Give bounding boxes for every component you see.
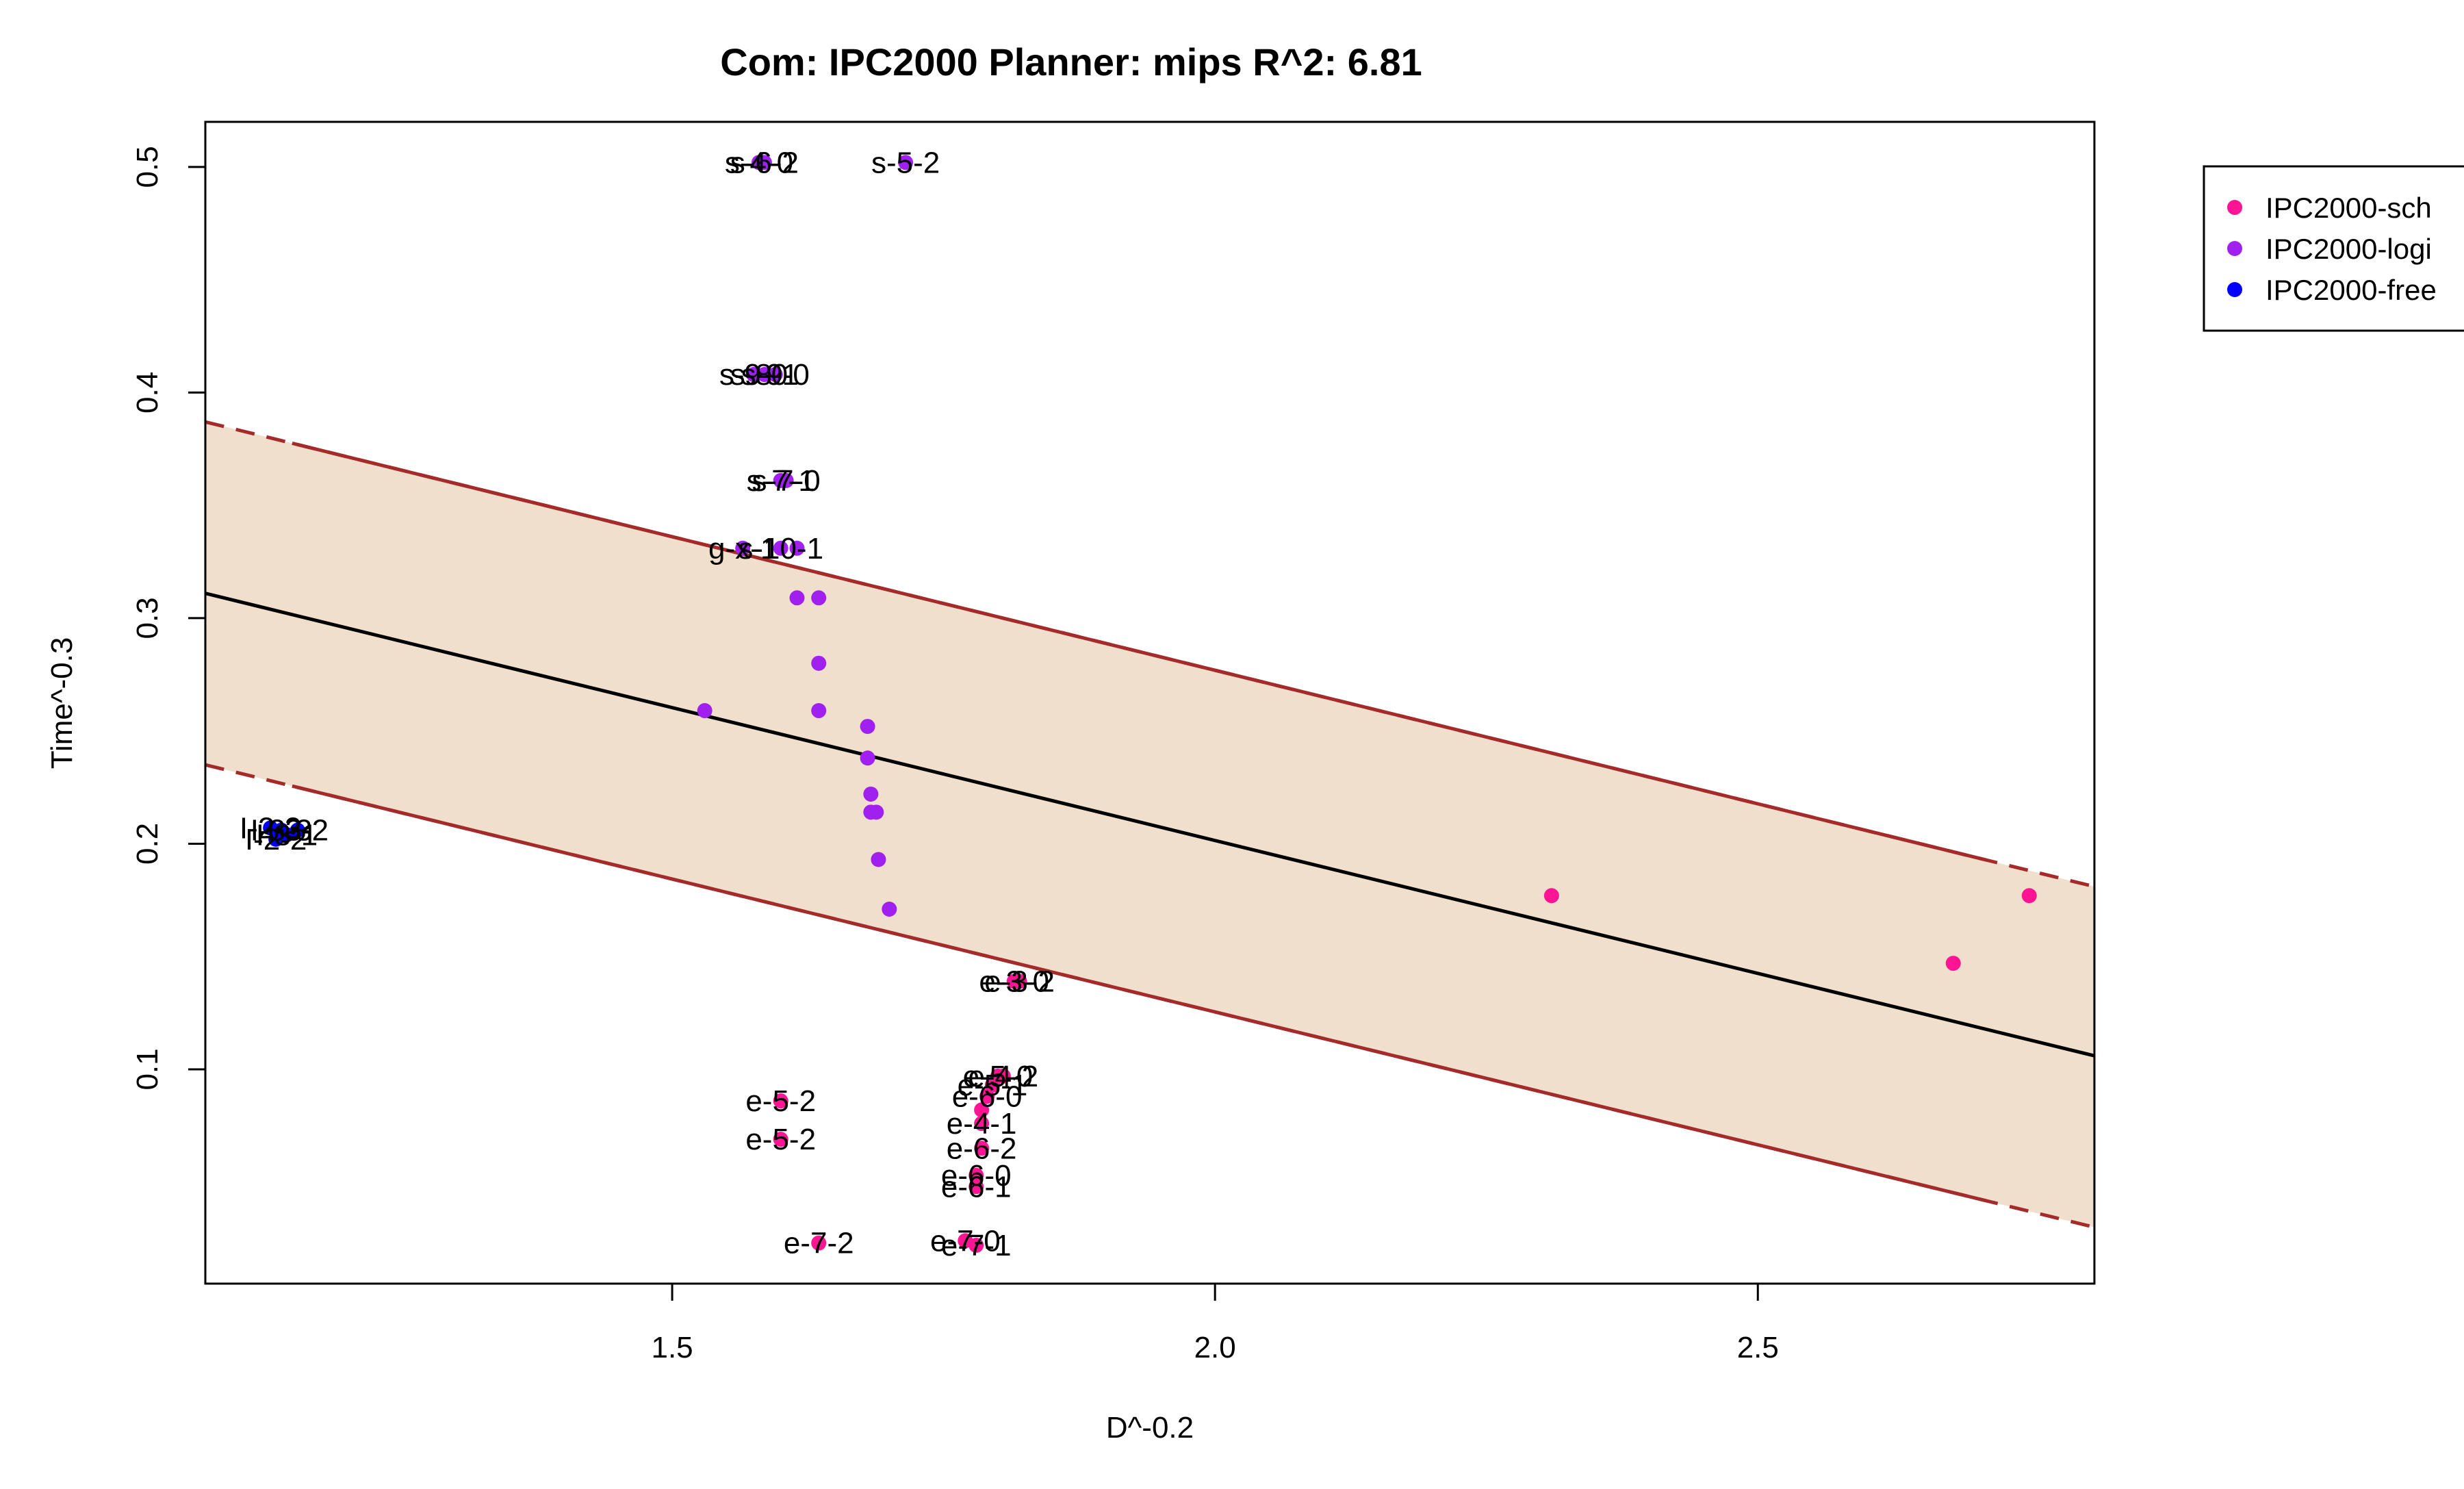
- legend-marker: [2227, 200, 2242, 215]
- data-label: s-4-0: [725, 146, 793, 179]
- data-point: [735, 540, 751, 556]
- fit-line: [205, 591, 2094, 1058]
- data-point: [1945, 956, 1961, 971]
- data-point: [773, 1093, 788, 1109]
- data-point: [979, 1089, 995, 1104]
- data-label: s-7-1: [747, 464, 815, 498]
- data-label: e-5-1: [958, 1069, 1028, 1102]
- data-point: [789, 540, 805, 556]
- data-label: e-5-2: [745, 1123, 816, 1156]
- data-point: [811, 1235, 827, 1251]
- data-point: [860, 750, 875, 766]
- data-point: [290, 822, 305, 838]
- data-point: [968, 1179, 984, 1195]
- data-point: [974, 1102, 990, 1118]
- data-label: e-7-2: [784, 1227, 854, 1260]
- legend-label: IPC2000-logi: [2266, 233, 2432, 265]
- data-point: [968, 1237, 984, 1253]
- data-point: [756, 155, 772, 170]
- data-point: [811, 703, 827, 719]
- data-point: [985, 1078, 1000, 1093]
- data-label: s-9-0: [719, 358, 788, 392]
- data-point: [968, 1167, 984, 1183]
- data-point: [974, 1141, 990, 1156]
- data-point: [811, 655, 827, 671]
- data-point: [863, 786, 879, 802]
- data-point: [1012, 973, 1027, 989]
- data-point: [974, 1116, 990, 1132]
- legend-label: IPC2000-sch: [2266, 192, 2432, 224]
- chart-title: Com: IPC2000 Planner: mips R^2: 6.81: [720, 40, 1422, 84]
- data-label: e-6-2: [947, 1132, 1017, 1165]
- data-label: e-4-2: [968, 1060, 1039, 1093]
- data-point: [869, 804, 884, 820]
- data-label: s-7-0: [752, 464, 820, 498]
- data-point: [767, 367, 783, 383]
- y-tick-label: 0.2: [131, 823, 164, 865]
- y-tick-label: 0.1: [131, 1048, 164, 1090]
- data-label: e-6-0: [952, 1080, 1023, 1114]
- x-axis-title: D^-0.2: [1106, 1411, 1194, 1445]
- y-axis: 0.1 0.2 0.3 0.4 0.5: [131, 146, 207, 1091]
- x-tick-label: 2.5: [1737, 1331, 1779, 1364]
- data-label: e-4-1: [947, 1107, 1017, 1141]
- data-point: [871, 852, 886, 867]
- data-point: [898, 155, 914, 170]
- band-lower-solid: [292, 784, 1986, 1203]
- legend-marker: [2227, 241, 2242, 256]
- data-point: [778, 472, 794, 488]
- data-label: e-7-1: [941, 1229, 1012, 1262]
- data-point: [756, 367, 772, 383]
- data-point: [697, 703, 713, 719]
- band-upper-solid: [292, 442, 1986, 862]
- y-axis-title: Time^-0.3: [45, 637, 79, 769]
- legend-label: IPC2000-free: [2266, 274, 2437, 306]
- data-point: [860, 719, 875, 735]
- data-point: [811, 590, 827, 606]
- data-label: I-2-2: [245, 823, 307, 856]
- y-tick-label: 0.5: [131, 146, 164, 188]
- data-point: [1543, 888, 1559, 904]
- data-label: s-6-2: [730, 146, 799, 179]
- data-point: [746, 367, 762, 383]
- data-point: [773, 540, 788, 556]
- x-tick-label: 1.5: [651, 1331, 693, 1364]
- data-label: e-7-0: [930, 1224, 1001, 1258]
- data-label: I-3-2: [267, 814, 329, 848]
- data-label: I-3-3: [251, 814, 312, 848]
- x-axis: 1.5 2.0 2.5: [651, 1282, 1779, 1364]
- regression-lines: [205, 420, 2094, 1230]
- data-label: e-3-2: [984, 965, 1055, 998]
- data-label: e-5-2: [745, 1084, 816, 1118]
- data-label: s-8-1: [730, 358, 799, 392]
- data-label: g-x-1: [708, 532, 777, 565]
- x-tick-label: 2.0: [1194, 1331, 1236, 1364]
- data-label: e-6-0: [941, 1159, 1012, 1193]
- data-label: s-9-0: [741, 358, 810, 392]
- y-tick-label: 0.3: [131, 597, 164, 639]
- legend-box: [2203, 165, 2464, 332]
- point-labels: e-3-0e-3-2e-5-0e-4-2e-5-1e-6-0e-4-1e-6-2…: [240, 146, 1055, 1262]
- data-label: e-6-1: [941, 1170, 1012, 1204]
- data-points: [263, 155, 2037, 1253]
- data-label: I-2-3: [240, 811, 301, 845]
- data-point: [773, 1132, 788, 1147]
- data-point: [882, 902, 897, 917]
- y-tick-label: 0.4: [131, 372, 164, 413]
- data-point: [2021, 888, 2037, 904]
- data-point: [995, 1068, 1011, 1084]
- legend: IPC2000-sch IPC2000-logi IPC2000-free: [2203, 165, 2464, 332]
- data-label: s-10-1: [738, 532, 823, 565]
- legend-marker: [2227, 282, 2242, 297]
- data-label: I-3-1: [256, 818, 318, 852]
- data-label: e-5-0: [963, 1060, 1034, 1093]
- data-label: e-3-0: [979, 965, 1049, 998]
- data-point: [789, 590, 805, 606]
- data-label: s-5-2: [871, 146, 940, 179]
